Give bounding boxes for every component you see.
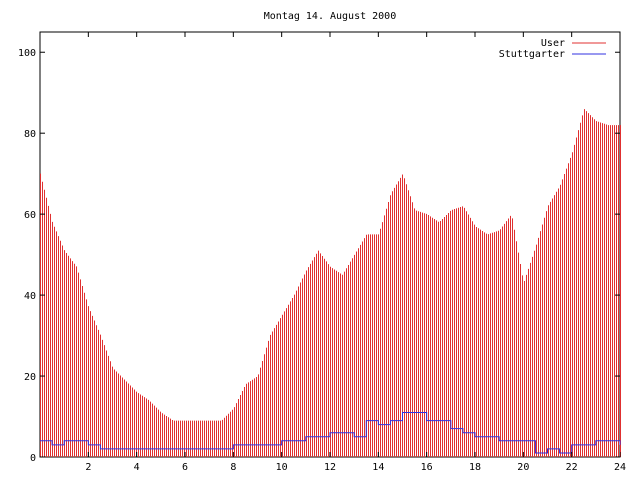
y-tick-label: 0 bbox=[30, 453, 36, 464]
x-tick-label: 12 bbox=[324, 462, 336, 473]
legend-label: Stuttgarter bbox=[499, 49, 565, 60]
x-tick-label: 6 bbox=[182, 462, 188, 473]
y-tick-label: 40 bbox=[24, 291, 36, 302]
x-tick-label: 22 bbox=[566, 462, 578, 473]
x-tick-label: 20 bbox=[517, 462, 529, 473]
y-tick-label: 100 bbox=[18, 48, 36, 59]
x-tick-label: 18 bbox=[469, 462, 481, 473]
x-tick-label: 14 bbox=[372, 462, 384, 473]
x-tick-label: 2 bbox=[85, 462, 91, 473]
x-tick-label: 8 bbox=[230, 462, 236, 473]
x-tick-label: 10 bbox=[276, 462, 288, 473]
legend-label: User bbox=[541, 38, 565, 49]
y-tick-label: 80 bbox=[24, 129, 36, 140]
y-tick-label: 60 bbox=[24, 210, 36, 221]
chart-title: Montag 14. August 2000 bbox=[264, 11, 396, 22]
x-tick-label: 24 bbox=[614, 462, 626, 473]
x-tick-label: 16 bbox=[421, 462, 433, 473]
y-tick-label: 20 bbox=[24, 372, 36, 383]
x-tick-label: 4 bbox=[134, 462, 140, 473]
data-marks bbox=[40, 109, 621, 457]
stuttgarter-line bbox=[40, 411, 621, 454]
